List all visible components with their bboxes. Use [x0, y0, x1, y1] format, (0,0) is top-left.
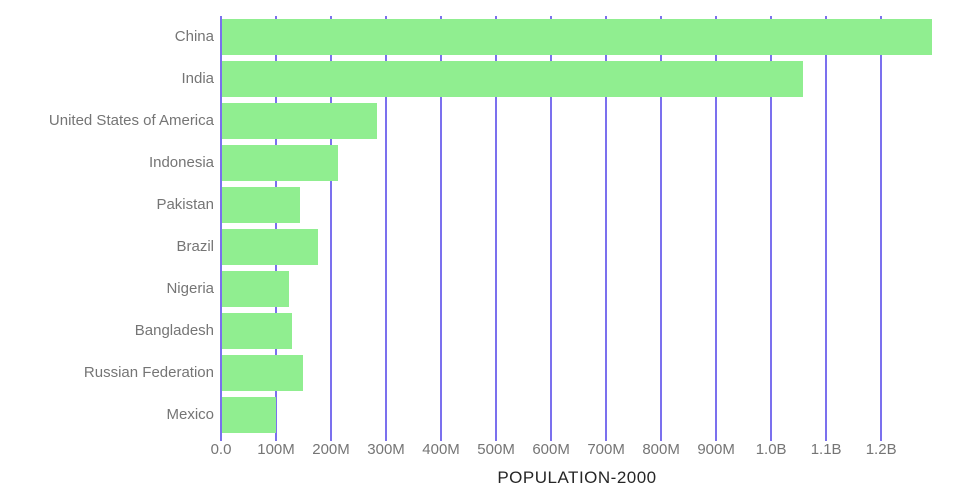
gridline — [330, 16, 333, 441]
category-label: Nigeria — [166, 280, 214, 297]
bar-bangladesh — [222, 313, 292, 349]
category-label: Bangladesh — [134, 322, 214, 339]
bar-pakistan — [222, 187, 300, 223]
bar-mexico — [222, 397, 276, 433]
x-tick-label: 1.2B — [865, 441, 897, 458]
gridline — [825, 16, 828, 441]
x-tick-label: 800M — [642, 441, 680, 458]
gridline — [495, 16, 498, 441]
gridline — [550, 16, 553, 441]
bar-china — [222, 19, 932, 55]
chart-title: POPULATION-2000 — [497, 468, 657, 487]
category-label: United States of America — [48, 112, 214, 129]
y-axis-line — [220, 16, 222, 441]
gridline — [275, 16, 277, 441]
x-tick-label: 400M — [422, 441, 460, 458]
bar-russian-federation — [222, 355, 303, 391]
gridline — [660, 16, 663, 441]
bar-united-states-of-america — [222, 103, 377, 139]
x-tick-label: 200M — [312, 441, 350, 458]
category-label: Pakistan — [156, 196, 214, 213]
x-tick-label: 500M — [477, 441, 515, 458]
gridline — [880, 16, 883, 441]
gridline — [605, 16, 608, 441]
x-tick-label: 1.0B — [755, 441, 787, 458]
gridline — [385, 16, 388, 441]
x-tick-label: 700M — [587, 441, 625, 458]
bar-brazil — [222, 229, 318, 265]
x-tick-label: 300M — [367, 441, 405, 458]
category-label: China — [174, 28, 214, 45]
x-tick-label: 1.1B — [810, 441, 842, 458]
category-label: Brazil — [176, 238, 214, 255]
bar-nigeria — [222, 271, 289, 307]
category-label: Indonesia — [148, 154, 214, 171]
gridline — [440, 16, 443, 441]
x-tick-label: 0.0 — [210, 441, 232, 458]
gridline — [715, 16, 718, 441]
x-tick-label: 100M — [257, 441, 295, 458]
x-tick-label: 600M — [532, 441, 570, 458]
x-tick-label: 900M — [697, 441, 735, 458]
gridline — [770, 16, 773, 441]
bar-indonesia — [222, 145, 338, 181]
category-label: Mexico — [166, 406, 214, 423]
category-label: Russian Federation — [83, 364, 214, 381]
bar-india — [222, 61, 803, 97]
category-label: India — [181, 70, 214, 87]
